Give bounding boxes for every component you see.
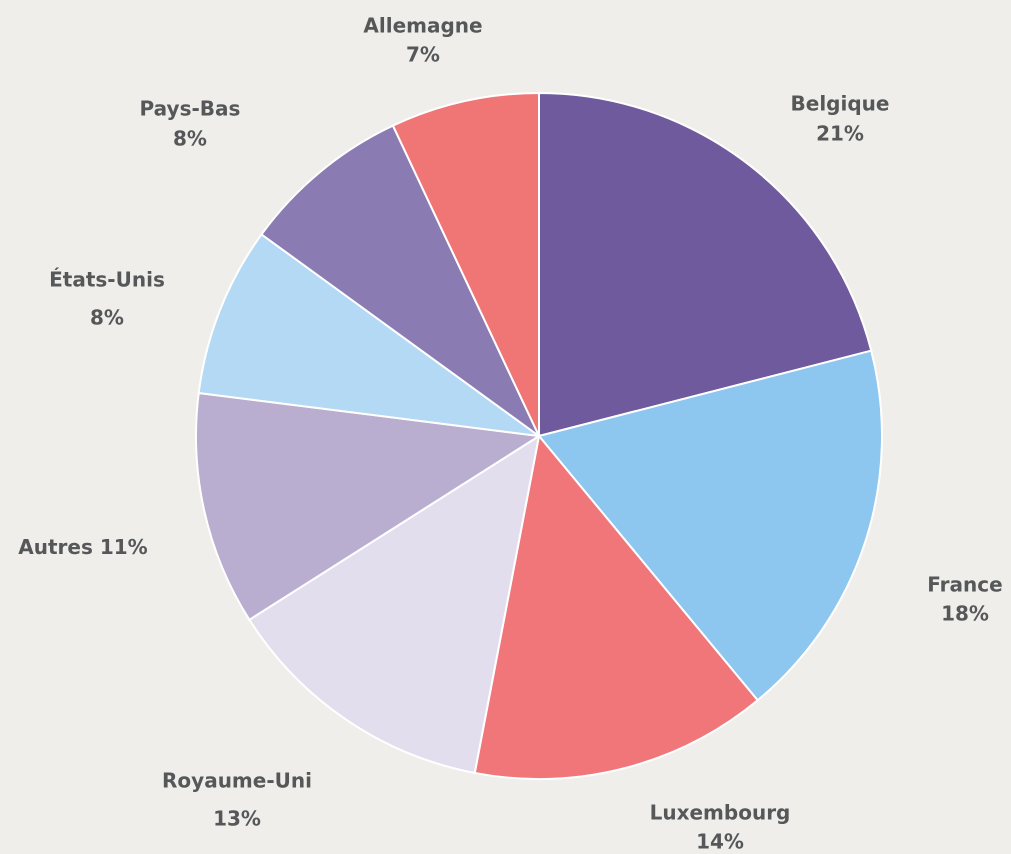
slice [538, 91, 873, 438]
category-label: Allemagne [363, 14, 482, 38]
slice [197, 232, 540, 437]
slice [473, 433, 760, 780]
value-label: 21% [816, 122, 864, 146]
value-label: 8% [90, 306, 124, 330]
value-label: 18% [941, 602, 989, 626]
value-label: 8% [173, 127, 207, 151]
category-label: États-Unis [49, 268, 165, 292]
category-label: Belgique [791, 92, 890, 116]
value-label: 13% [213, 807, 261, 831]
category-label: Pays-Bas [140, 97, 241, 121]
value-label: 11% [100, 535, 148, 559]
category-label: Autres [18, 535, 93, 559]
value-label: 14% [696, 830, 744, 854]
slice [391, 91, 540, 437]
category-label: Luxembourg [650, 801, 791, 825]
slice [195, 391, 542, 622]
category-label: France [927, 573, 1002, 597]
value-label: 7% [406, 43, 440, 67]
category-label: Royaume-Uni [162, 769, 312, 793]
slice [260, 124, 540, 437]
slice-label: Autres 11% [18, 535, 147, 559]
slice [537, 349, 883, 702]
slice [248, 433, 541, 775]
